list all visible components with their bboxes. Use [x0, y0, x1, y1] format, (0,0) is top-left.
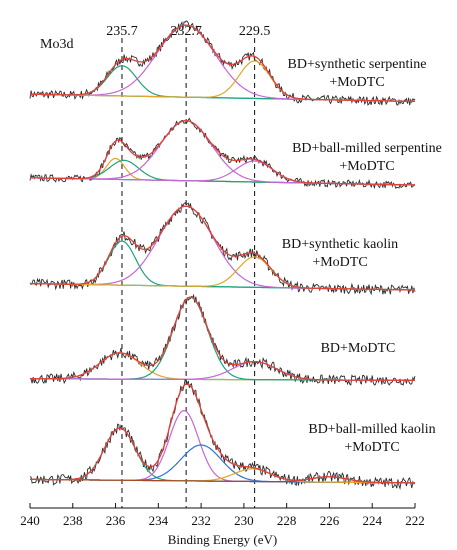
x-tick-label: 234: [149, 513, 169, 528]
fit-envelope: [30, 296, 415, 382]
x-tick-label: 238: [63, 513, 83, 528]
spectra-layer: [29, 20, 416, 491]
x-tick-label: 226: [320, 513, 340, 528]
x-axis-title: Binding Energy (eV): [168, 532, 278, 547]
peak-position-label: 229.5: [239, 24, 271, 39]
x-tick-label: 230: [234, 513, 254, 528]
x-tick-label: 232: [191, 513, 211, 528]
fit-component: [30, 352, 415, 381]
fit-component: [30, 296, 415, 381]
fit-envelope: [30, 205, 415, 291]
spectrum-panel: [29, 293, 416, 386]
x-tick-label: 240: [20, 513, 40, 528]
panel-labels: BD+synthetic serpentine +MoDTC BD+ball-mil…: [282, 57, 442, 455]
sample-label: BD+MoDTC: [321, 341, 396, 356]
spectrum-panel: [29, 202, 416, 296]
peak-position-label: 235.7: [106, 24, 138, 39]
corner-label: Mo3d: [40, 37, 73, 52]
raw-spectrum: [29, 293, 416, 386]
x-axis: 240 238 236 234 232 230 228 226 224 222: [20, 503, 425, 528]
spectrum-panel: [29, 117, 416, 190]
fit-envelope: [30, 383, 415, 484]
fit-envelope: [29, 24, 415, 103]
peak-position-label: 232.7: [170, 24, 202, 39]
sample-label: BD+ball-milled kaolin +MoDTC: [308, 422, 435, 455]
fit-envelope: [30, 120, 415, 186]
sample-label: BD+ball-milled serpentine +MoDTC: [292, 141, 442, 174]
spectrum-panel: [29, 379, 416, 491]
x-tick-label: 222: [405, 513, 425, 528]
x-tick-label: 236: [106, 513, 126, 528]
x-tick-label: 228: [277, 513, 297, 528]
reference-lines: 235.7 232.7 229.5: [106, 24, 270, 508]
sample-label: BD+synthetic kaolin +MoDTC: [282, 237, 398, 270]
x-tick-label: 224: [362, 513, 382, 528]
sample-label: BD+synthetic serpentine +MoDTC: [288, 57, 427, 90]
spectrum-panel: [29, 20, 416, 106]
